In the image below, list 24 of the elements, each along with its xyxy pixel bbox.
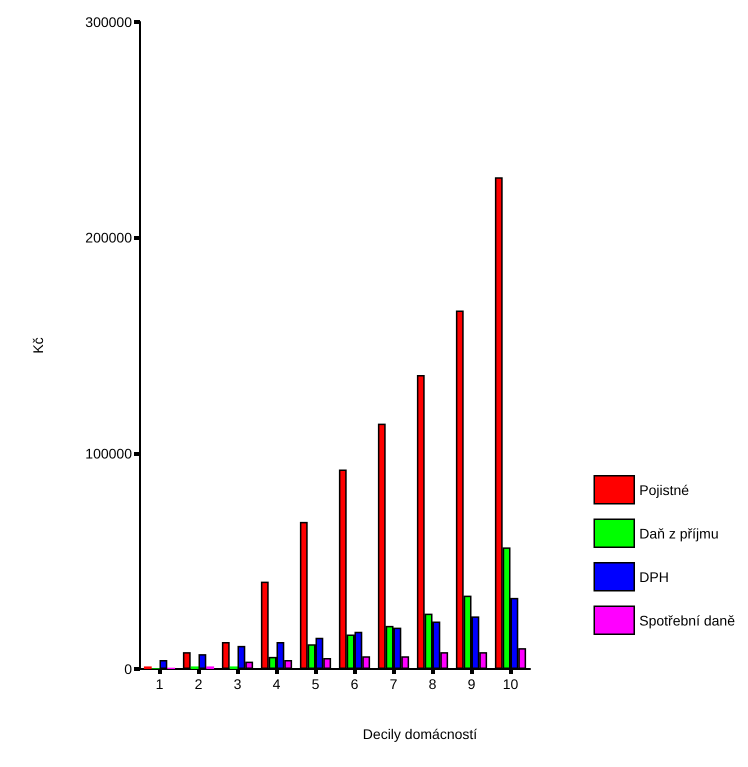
x-tick-label: 4 xyxy=(272,676,281,692)
x-tick-label: 1 xyxy=(156,676,164,692)
legend-label: DPH xyxy=(639,568,669,585)
x-tick-label: 8 xyxy=(428,676,437,692)
y-tick-label: 100000 xyxy=(85,445,132,462)
x-axis-title: Decily domácností xyxy=(362,726,478,742)
y-tick-label: 0 xyxy=(124,661,132,677)
x-tick-label: 10 xyxy=(502,676,518,692)
x-tick-label: 3 xyxy=(234,676,242,692)
bar xyxy=(190,666,198,669)
bar xyxy=(206,666,214,669)
x-tick-label: 7 xyxy=(390,676,398,692)
x-tick-label: 6 xyxy=(350,676,359,692)
bar xyxy=(144,666,152,669)
y-tick-label: 200000 xyxy=(85,230,132,246)
x-tick-label: 9 xyxy=(468,676,476,692)
legend-label: Pojistné xyxy=(639,482,690,498)
y-axis-title: Kč xyxy=(30,337,46,354)
x-tick-label: 2 xyxy=(194,676,203,692)
legend-label: Spotřební daně xyxy=(639,612,736,628)
y-tick-label: 300000 xyxy=(85,14,132,30)
legend-label: Daň z příjmu xyxy=(639,525,719,542)
bar xyxy=(230,666,238,669)
x-tick-label: 5 xyxy=(312,676,320,692)
